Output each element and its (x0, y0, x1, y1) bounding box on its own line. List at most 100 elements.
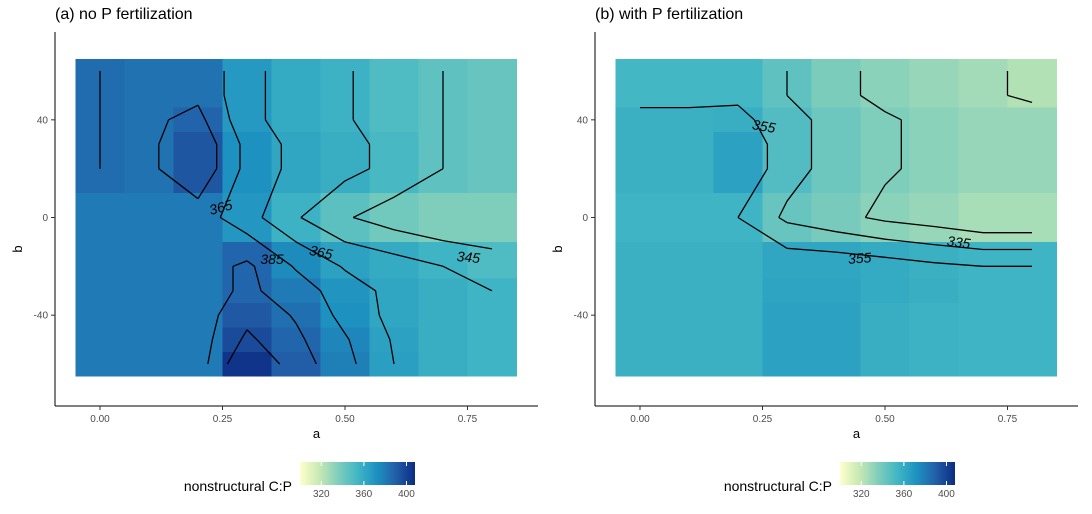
heatmap-cell (958, 278, 1008, 304)
heatmap-cell (369, 302, 419, 328)
heatmap-tiles (615, 58, 1057, 377)
heatmap-cell (615, 241, 665, 280)
heatmap-cell (124, 83, 174, 109)
legend-title: nonstructural C:P (724, 478, 832, 494)
heatmap-cell (271, 156, 321, 194)
contour-line (261, 71, 395, 365)
heatmap-cell (75, 351, 125, 377)
heatmap-cell (271, 278, 321, 304)
contour-line (640, 104, 1032, 267)
heatmap-cell (222, 241, 272, 280)
heatmap-cell (418, 351, 468, 377)
heatmap-cell (1007, 156, 1057, 194)
heatmap-cell (369, 327, 419, 353)
heatmap-cell (811, 241, 861, 280)
heatmap-cell (222, 302, 272, 328)
heatmap-cell (467, 156, 517, 194)
heatmap-cell (762, 278, 812, 304)
heatmap-cell (811, 107, 861, 133)
heatmap-cell (1007, 193, 1057, 243)
contour-line (99, 71, 317, 365)
x-tick-label: 0.75 (458, 414, 478, 425)
legend-colorbar (840, 462, 955, 485)
y-tick-label: -40 (574, 311, 589, 322)
heatmap-cell (713, 351, 763, 377)
heatmap-cell (467, 107, 517, 133)
panel-a: 365 385 365 345 0.00 0.25 0.50 0.75 -40 0 40 a b (a) … (10, 6, 538, 500)
contour-lines (640, 71, 1033, 267)
heatmap-cell (762, 241, 812, 280)
heatmap-cell (664, 83, 714, 109)
heatmap-cell (467, 351, 517, 377)
heatmap-cell (1007, 351, 1057, 377)
heatmap-cell (271, 107, 321, 133)
heatmap-cell (369, 58, 419, 84)
heatmap-cell (173, 156, 223, 194)
heatmap-cell (713, 58, 763, 84)
heatmap-cell (271, 241, 321, 280)
heatmap-cell (958, 156, 1008, 194)
heatmap-cell (320, 132, 370, 157)
heatmap-cell (222, 278, 272, 304)
heatmap-cell (958, 327, 1008, 353)
heatmap-cell (467, 132, 517, 157)
heatmap-cell (713, 132, 763, 157)
panel-title: (b) with P fertilization (595, 6, 743, 23)
contour-label: 355 (847, 249, 872, 267)
heatmap-cell (762, 327, 812, 353)
contour-label: 365 (207, 196, 234, 218)
heatmap-cell (418, 241, 468, 280)
heatmap-cell (909, 193, 959, 243)
y-tick-label: 40 (577, 115, 589, 126)
heatmap-cell (762, 351, 812, 377)
contour-line (300, 71, 493, 292)
heatmap-cell (1007, 278, 1057, 304)
heatmap-cell (369, 132, 419, 157)
heatmap-cell (958, 351, 1008, 377)
heatmap-cell (173, 83, 223, 109)
heatmap-cell (369, 107, 419, 133)
heatmap-cell (909, 302, 959, 328)
heatmap-cell (75, 302, 125, 328)
heatmap-cell (75, 278, 125, 304)
heatmap-cell (615, 132, 665, 157)
heatmap-cell (664, 107, 714, 133)
legend-tick-label: 360 (896, 489, 913, 500)
heatmap-cell (713, 156, 763, 194)
heatmap-cell (909, 327, 959, 353)
heatmap-cell (418, 327, 468, 353)
heatmap-cell (762, 132, 812, 157)
heatmap-cell (664, 58, 714, 84)
x-tick-label: 0.00 (630, 414, 650, 425)
heatmap-cell (222, 107, 272, 133)
heatmap-cell (1007, 327, 1057, 353)
heatmap-cell (811, 132, 861, 157)
heatmap-cell (664, 327, 714, 353)
heatmap-cell (369, 278, 419, 304)
contour-line (1006, 71, 1033, 104)
x-axis-title: a (853, 426, 861, 441)
heatmap-cell (615, 278, 665, 304)
heatmap-cell (75, 327, 125, 353)
heatmap-cell (173, 278, 223, 304)
heatmap-cell (124, 193, 174, 243)
x-tick-label: 0.25 (753, 414, 773, 425)
heatmap-cell (615, 327, 665, 353)
contour-lines (99, 71, 493, 365)
heatmap-cell (173, 193, 223, 243)
heatmap-cell (762, 302, 812, 328)
contour-label: 355 (751, 116, 777, 136)
heatmap-cell (1007, 107, 1057, 133)
heatmap-cell (124, 302, 174, 328)
contour-label: 365 (308, 242, 334, 263)
heatmap-cell (909, 156, 959, 194)
heatmap-cell (173, 302, 223, 328)
y-tick-label: -40 (34, 311, 49, 322)
legend-tick-label: 400 (938, 489, 955, 500)
contour-line (226, 329, 281, 365)
heatmap-cell (320, 193, 370, 243)
heatmap-cell (664, 193, 714, 243)
heatmap-cell (320, 83, 370, 109)
contour-label: 345 (456, 248, 481, 266)
